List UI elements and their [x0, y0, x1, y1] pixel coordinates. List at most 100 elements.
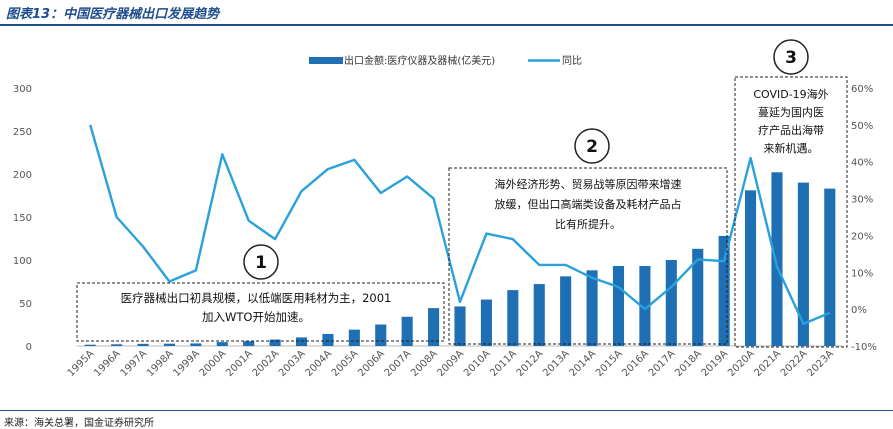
x-tick-label: 1995A [66, 348, 97, 379]
bar-2022A [797, 182, 809, 346]
y-right-tick-label: 50% [851, 121, 873, 132]
x-tick-label: 1999A [171, 348, 202, 379]
annotation-circle-1 [243, 244, 279, 280]
bar-2020A [745, 190, 757, 346]
bar-1999A [190, 343, 202, 346]
x-tick-label: 2001A [224, 348, 255, 379]
y-left-tick-label: 100 [13, 256, 32, 267]
legend-line-label: 同比 [562, 55, 582, 67]
bar-2005A [348, 329, 360, 346]
x-tick-label: 2021A [752, 348, 783, 379]
x-tick-label: 1998A [145, 348, 176, 379]
x-tick-label: 2007A [383, 348, 414, 379]
annotation-box-3 [734, 76, 848, 348]
bar-1996A [111, 344, 123, 346]
bar-2012A [533, 284, 545, 346]
annotation-circle-2 [574, 128, 610, 164]
annotation-text-3: COVID-19海外 [753, 87, 828, 101]
x-tick-label: 2013A [541, 348, 572, 379]
source-rule [0, 410, 893, 411]
bar-2002A [269, 339, 281, 346]
bar-2023A [824, 188, 836, 346]
bar-2000A [216, 342, 228, 346]
export-trend-chart: 0 50 100 150 200 250 300 -10% 0% 10% 20% 30% 40% 50% 6… [13, 39, 877, 379]
x-tick-label: 1997A [119, 348, 150, 379]
annotation-number-1: 1 [255, 253, 267, 273]
annotation-circle-3 [773, 39, 809, 75]
bar-1997A [137, 343, 149, 346]
x-tick-label: 2010A [462, 348, 493, 379]
x-tick-label: 2009A [436, 348, 467, 379]
y-right-tick-label: 20% [851, 231, 873, 242]
bar-2008A [428, 308, 440, 346]
annotation-text-3: 疗产品出海带 [758, 123, 824, 137]
x-tick-label: 2002A [251, 348, 282, 379]
y-right-tick-label: 0% [851, 305, 867, 316]
annotation-text-2: 放缓，但出口高端类设备及耗材产品占 [495, 197, 682, 211]
annotation-text-2: 海外经济形势、贸易战等原因带来增速 [495, 177, 682, 191]
x-tick-label: 2012A [515, 348, 546, 379]
annotation-text-3: 蔓延为国内医 [758, 105, 824, 119]
bar-2010A [480, 299, 492, 346]
x-tick-label: 2019A [700, 348, 731, 379]
legend-bar-label: 出口金额:医疗仪器及器械(亿美元) [344, 54, 495, 67]
annotation-box-2 [448, 167, 728, 345]
bar-2017A [665, 260, 677, 346]
figure-title: 图表13：中国医疗器械出口发展趋势 [6, 7, 220, 22]
bar-2018A [692, 248, 704, 346]
bar-2001A [243, 341, 255, 346]
bar-2006A [375, 324, 387, 346]
x-tick-label: 2017A [647, 348, 678, 379]
y-left-tick-label: 150 [13, 213, 32, 224]
x-tick-label: 2020A [726, 348, 757, 379]
bar-2021A [771, 172, 783, 346]
y-left-tick-label: 250 [13, 127, 32, 138]
x-tick-label: 2003A [277, 348, 308, 379]
bar-2009A [454, 306, 466, 346]
bar-2004A [322, 333, 334, 346]
x-tick-label: 2000A [198, 348, 229, 379]
y-left-tick-label: 0 [26, 342, 32, 353]
bar-1995A [84, 344, 96, 346]
y-right-tick-label: 40% [851, 158, 873, 169]
y-right-tick-label: 60% [851, 84, 873, 95]
bar-2013A [560, 276, 572, 346]
x-tick-label: 1996A [92, 348, 123, 379]
bar-2007A [401, 316, 413, 346]
y-left-tick-label: 50 [19, 299, 32, 310]
y-right-tick-label: 10% [851, 268, 873, 279]
x-tick-label: 2018A [673, 348, 704, 379]
title-rule [0, 24, 893, 26]
annotation-number-3: 3 [785, 48, 797, 68]
x-tick-label: 2004A [303, 348, 334, 379]
bar-2014A [586, 270, 598, 346]
annotation-text-1: 医疗器械出口初具规模，以低端医用耗材为主，2001 [121, 291, 392, 305]
x-tick-label: 2015A [594, 348, 625, 379]
yoy-line [89, 124, 831, 326]
bar-2003A [295, 337, 308, 346]
annotation-text-1: 加入WTO开始加速。 [202, 310, 310, 324]
x-tick-label: 2008A [409, 348, 440, 379]
x-tick-label: 2006A [356, 348, 387, 379]
x-tick-label: 2014A [568, 348, 599, 379]
x-tick-label: 2005A [330, 348, 361, 379]
x-tick-label: 2022A [779, 348, 810, 379]
annotation-box-1 [76, 282, 445, 342]
annotation-text-3: 来新机遇。 [764, 141, 819, 155]
x-tick-label: 2023A [805, 348, 836, 379]
y-right-tick-label: 30% [851, 195, 873, 206]
x-tick-label: 2016A [620, 348, 651, 379]
legend-bar-swatch [309, 57, 343, 64]
bar-2011A [507, 290, 519, 346]
x-tick-label: 2011A [488, 348, 519, 379]
y-left-tick-label: 300 [13, 84, 32, 95]
bar-2015A [612, 266, 625, 346]
bar-1998A [163, 343, 175, 346]
y-right-tick-label: -10% [851, 342, 877, 353]
y-left-tick-label: 200 [13, 170, 32, 181]
bar-2019A [718, 235, 730, 346]
annotation-text-2: 比有所提升。 [555, 217, 621, 231]
source-note: 来源：海关总署，国金证券研究所 [4, 418, 154, 429]
bar-2016A [639, 266, 651, 346]
annotation-number-2: 2 [586, 137, 598, 157]
